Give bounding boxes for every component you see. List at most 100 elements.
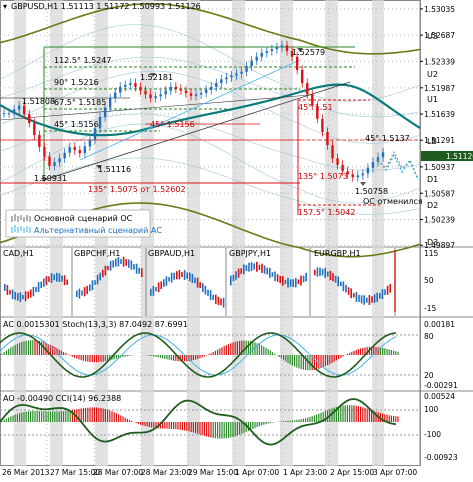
session-column — [187, 317, 200, 391]
mini-bar — [261, 263, 263, 274]
time-label: 28 Mar 07:00 — [93, 468, 143, 477]
candle-body — [311, 94, 314, 106]
candle-body — [119, 86, 122, 93]
candle-body — [250, 60, 253, 67]
candle-body — [346, 171, 349, 175]
price-label: 1.52181 — [140, 73, 173, 82]
candle-body — [38, 135, 41, 148]
fib-labels: 112.5° 1.5247 90° 1.5216 67.5° 1.5185 45… — [54, 56, 410, 217]
session-column — [50, 0, 63, 247]
chart-overlay-lines — [41, 48, 419, 186]
ao-cci-panel — [0, 398, 420, 446]
candle-body — [290, 51, 294, 57]
mini-bar — [138, 267, 140, 274]
candle-body — [93, 128, 97, 140]
symbol-info: GBPUSD,H1 1.51113 1.51172 1.50993 1.5112… — [11, 2, 201, 11]
candle-body — [376, 157, 380, 163]
candle-body — [220, 79, 223, 84]
mini-bar — [178, 269, 181, 280]
mini-bar — [4, 283, 6, 291]
mini-bar — [353, 293, 355, 298]
band-line — [0, 56, 421, 118]
mini-bar — [316, 267, 319, 277]
main-scenario-path — [377, 150, 419, 179]
price-tick: 1.53035 — [424, 5, 455, 14]
fib-label: 135° 1.5073 — [298, 172, 348, 181]
axis-tick: 100 — [424, 405, 439, 414]
time-label: 1 Apr 07:00 — [235, 468, 279, 477]
mini-bar — [240, 268, 242, 274]
candle-body — [275, 47, 279, 50]
candle-body — [179, 88, 183, 91]
level-label: U2 — [427, 70, 438, 79]
axis-tick: 80 — [424, 332, 434, 341]
mini-bar — [130, 260, 133, 270]
axis-tick: 115 — [424, 249, 439, 258]
candle-body — [300, 69, 304, 84]
mini-bar — [176, 271, 178, 280]
current-price: 1.51126 — [446, 152, 473, 161]
mini-bar — [112, 260, 114, 268]
mini-bar — [61, 275, 63, 282]
mini-bar — [122, 256, 125, 267]
swing-arrow — [297, 48, 303, 52]
mini-bar — [160, 281, 162, 289]
stoch-signal — [0, 334, 397, 376]
band-line — [0, 70, 421, 144]
candle-body — [68, 147, 71, 153]
mini-bar — [217, 296, 220, 305]
mini-bar — [107, 265, 109, 271]
mini-bar — [337, 276, 339, 287]
mini-bar — [102, 269, 104, 278]
mini-bar — [276, 274, 279, 282]
price-tick: 1.52339 — [424, 57, 455, 66]
candle-body — [12, 109, 16, 114]
mini-bar — [329, 270, 332, 281]
mini-bar — [237, 268, 240, 278]
axis-tick: -15 — [424, 304, 436, 313]
candle-body — [331, 145, 334, 159]
mini-bar — [157, 282, 160, 293]
moving-average — [0, 83, 421, 137]
mini-bar — [45, 276, 48, 286]
mini-bar — [91, 280, 94, 291]
candle-body — [53, 162, 56, 166]
mini-bar — [94, 280, 96, 285]
candle-body — [113, 92, 117, 99]
mini-bar — [14, 291, 16, 300]
mini-bar — [115, 258, 117, 267]
mini-bar — [266, 267, 268, 275]
session-column — [325, 317, 338, 391]
mini-bar — [48, 276, 50, 282]
mini-bar — [358, 294, 360, 302]
pair-label: GBPAUD,H1 — [148, 249, 195, 258]
session-column — [50, 247, 63, 317]
mini-bar — [381, 289, 384, 300]
candle-body — [321, 118, 324, 133]
mini-bar — [248, 262, 250, 272]
candle-body — [78, 150, 82, 154]
ac-header: AC 0.0015301 Stoch(13,3,3) 87.0492 87.69… — [3, 320, 188, 329]
fib-label: 90° 1.5216 — [54, 78, 99, 87]
session-column — [232, 391, 245, 466]
candle-body — [159, 94, 162, 97]
mini-bar — [295, 277, 297, 288]
mini-bar — [379, 292, 381, 299]
level-label: D1 — [427, 175, 438, 184]
time-label: 2 Apr 15:00 — [330, 468, 374, 477]
mini-bar — [232, 274, 235, 282]
mini-bar — [120, 259, 122, 264]
candle-body — [326, 132, 329, 146]
mini-bar — [11, 289, 14, 300]
mini-bar — [289, 279, 292, 287]
session-column — [95, 247, 108, 317]
mini-bar — [6, 285, 9, 295]
candle-body — [225, 77, 228, 80]
session-column — [232, 317, 245, 391]
mini-bar — [350, 288, 352, 299]
mini-bar — [58, 273, 61, 283]
candle-body — [7, 113, 11, 115]
swing-arrow — [150, 73, 156, 77]
chart-menu-icon[interactable]: ▾ — [3, 2, 7, 11]
